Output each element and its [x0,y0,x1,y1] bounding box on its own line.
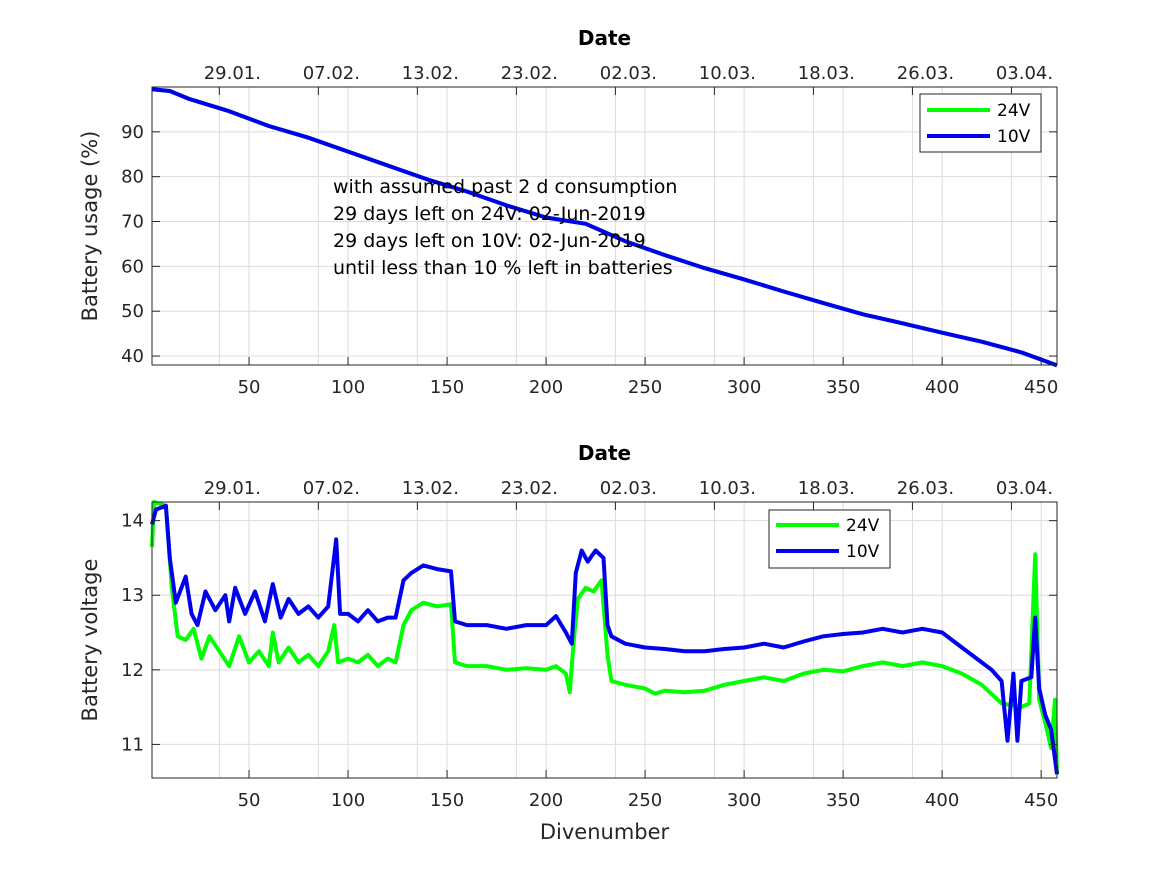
y-tick-label: 13 [121,585,144,606]
y-tick-label: 40 [121,346,144,367]
voltage-legend-label-24v: 24V [846,516,880,536]
voltage-legend-box [768,509,891,569]
usage-legend-label-10v: 10V [997,127,1031,147]
date-tick-label: 03.04. [996,63,1053,84]
x-tick-label: 350 [826,377,860,398]
date-tick-label: 26.03. [897,63,954,84]
x-tick-label: 450 [1024,790,1058,811]
usage-axes-frame [151,86,1058,366]
voltage-x-axis-label: Divenumber [540,820,670,844]
x-tick-label: 250 [628,377,662,398]
x-tick-label: 150 [430,790,464,811]
usage-top-axis-title: Date [578,26,631,50]
usage-y-axis-label: Battery usage (%) [78,131,102,322]
usage-annotation: with assumed past 2 d consumption 29 day… [333,176,677,279]
usage-date-ticks: 29.01. 07.02. 13.02. 23.02. 02.03. 10.03. 18.0… [204,63,1053,95]
y-tick-label: 11 [121,734,144,755]
x-tick-label: 100 [331,790,365,811]
y-tick-label: 50 [121,301,144,322]
battery-usage-panel: 50 100 150 200 250 300 350 400 450 405060708090 … [78,26,1058,398]
annotation-line-1: with assumed past 2 d consumption [333,176,677,198]
y-tick-label: 80 [121,167,144,188]
voltage-y-axis-label: Battery voltage [78,559,102,722]
series-line-24v [150,500,1059,775]
series-line-10v [150,503,1059,775]
voltage-date-ticks: 29.01. 07.02. 13.02. 23.02. 02.03. 10.03. 18.0… [204,478,1053,510]
battery-voltage-panel: 50 100 150 200 250 300 350 400 450 11 12 13 14 29.0… [78,441,1059,844]
usage-legend: 24V 10V [919,93,1042,153]
date-tick-label: 02.03. [600,63,657,84]
x-tick-label: 400 [925,790,959,811]
date-tick-label: 13.02. [402,63,459,84]
date-tick-label: 29.01. [204,63,261,84]
x-tick-label: 300 [727,377,761,398]
x-tick-label: 150 [430,377,464,398]
date-tick-label: 13.02. [402,478,459,499]
voltage-legend: 24V 10V [768,509,891,569]
date-tick-label: 23.02. [501,478,558,499]
date-tick-label: 23.02. [501,63,558,84]
annotation-line-2: 29 days left on 24V: 02-Jun-2019 [333,203,646,225]
date-tick-label: 03.04. [996,478,1053,499]
usage-legend-box [919,93,1042,153]
date-tick-label: 10.03. [699,478,756,499]
y-tick-label: 60 [121,256,144,277]
voltage-series [150,500,1059,775]
voltage-axes-frame [151,501,1058,779]
voltage-legend-label-10v: 10V [846,542,880,562]
voltage-x-ticks: 50 100 150 200 250 300 350 400 450 [238,770,1058,811]
usage-legend-label-24v: 24V [997,101,1031,121]
x-tick-label: 250 [628,790,662,811]
date-tick-label: 18.03. [798,63,855,84]
annotation-line-3: 29 days left on 10V: 02-Jun-2019 [333,230,646,252]
date-tick-label: 29.01. [204,478,261,499]
x-tick-label: 300 [727,790,761,811]
voltage-y-ticks: 11 12 13 14 [121,511,1057,755]
x-tick-label: 100 [331,377,365,398]
voltage-top-axis-title: Date [578,441,631,465]
x-tick-label: 50 [238,790,261,811]
x-tick-label: 450 [1024,377,1058,398]
date-tick-label: 07.02. [303,63,360,84]
date-tick-label: 18.03. [798,478,855,499]
y-tick-label: 70 [121,212,144,233]
y-tick-label: 12 [121,660,144,681]
x-tick-label: 200 [529,790,563,811]
annotation-line-4: until less than 10 % left in batteries [333,257,673,279]
x-tick-label: 350 [826,790,860,811]
x-tick-label: 50 [238,377,261,398]
x-tick-label: 400 [925,377,959,398]
date-tick-label: 26.03. [897,478,954,499]
y-tick-label: 90 [121,122,144,143]
date-tick-label: 10.03. [699,63,756,84]
usage-y-ticks: 40 50 60 70 80 90 [121,122,1057,367]
date-tick-label: 07.02. [303,478,360,499]
series-line-10v [151,87,1058,368]
usage-series [151,87,1058,368]
y-tick-label: 14 [121,511,144,532]
x-tick-label: 200 [529,377,563,398]
date-tick-label: 02.03. [600,478,657,499]
usage-x-ticks: 50 100 150 200 250 300 350 400 450 [238,357,1058,398]
